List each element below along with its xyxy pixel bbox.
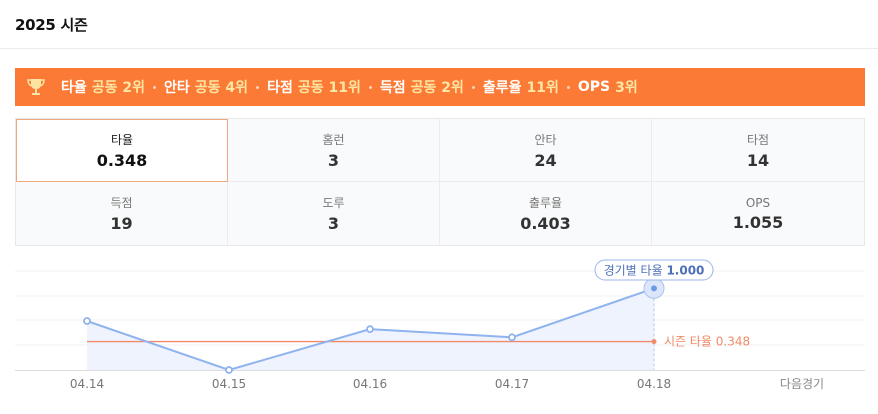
- x-tick-label: 04.16: [353, 377, 387, 391]
- stat-value: 0.348: [96, 151, 148, 170]
- rank-value: 공동 2위: [91, 80, 146, 96]
- section-header: 2025 시즌: [0, 0, 878, 49]
- data-point: [225, 366, 233, 374]
- tooltip-value: 1.000: [666, 264, 704, 278]
- series-area: [87, 288, 654, 370]
- stat-cell[interactable]: OPS 1.055: [652, 182, 864, 245]
- rank-banner: 타율 공동 2위 안타 공동 4위 타점 공동 11위 득점 공동 2위 출루율 11위 OPS 3위: [15, 68, 865, 106]
- stat-value: 1.055: [732, 212, 784, 232]
- stat-value: 3: [327, 214, 340, 233]
- rank-item: 출루율 11위: [483, 77, 559, 97]
- section-title: 2025 시즌: [15, 15, 88, 34]
- separator-dot: [153, 85, 157, 89]
- stat-cell[interactable]: 출루율 0.403: [440, 182, 652, 245]
- data-point: [83, 317, 91, 325]
- stat-grid: 타율 0.348 홈런 3 안타 24 타점 14 득점 19 도루 3 출루율 0.403 OPS 1.05…: [15, 118, 865, 246]
- stat-cell[interactable]: 타율 0.348: [16, 119, 228, 182]
- rank-item: 타점 공동 11위: [267, 77, 361, 97]
- separator-dot: [368, 85, 372, 89]
- season-average-label: 시즌 타율 0.348: [664, 335, 750, 349]
- stat-value: 14: [746, 150, 770, 170]
- stat-label: 안타: [534, 132, 557, 147]
- stat-cell[interactable]: 안타 24: [440, 119, 652, 182]
- tooltip-text: 경기별 타율 1.000: [604, 264, 705, 278]
- batting-average-chart: 시즌 타율 0.348 경기별 타율 1.000 04.14 04.15 04.16 04…: [15, 259, 865, 391]
- rank-value: 11위: [526, 80, 559, 96]
- stat-cell[interactable]: 도루 3: [228, 182, 440, 245]
- rank-label: 타율: [61, 80, 87, 96]
- tooltip-box: [594, 259, 714, 281]
- stat-label: 타점: [746, 132, 770, 147]
- stat-label: 도루: [322, 196, 345, 210]
- rank-item: 안타 공동 4위: [164, 77, 248, 97]
- x-tick-label: 04.18: [637, 377, 671, 391]
- rank-label: OPS: [577, 79, 611, 95]
- rank-label: 안타: [164, 80, 190, 96]
- rank-item: 득점 공동 2위: [380, 77, 464, 97]
- stat-label: OPS: [745, 195, 771, 210]
- stat-cell[interactable]: 득점 19: [16, 182, 228, 245]
- rank-value: 3위: [615, 80, 638, 96]
- rank-value: 공동 11위: [297, 80, 361, 96]
- stat-label: 출루율: [528, 196, 563, 210]
- separator-dot: [566, 85, 570, 89]
- x-tick-label: 04.17: [495, 377, 529, 391]
- tooltip-label: 경기별 타율: [604, 264, 667, 278]
- separator-dot: [471, 85, 475, 89]
- rank-item: 타율 공동 2위: [61, 77, 145, 97]
- trophy-icon: [25, 76, 47, 98]
- data-point: [651, 285, 657, 292]
- rank-label: 타점: [267, 80, 293, 96]
- stat-value: 3: [327, 150, 340, 170]
- stat-cell[interactable]: 타점 14: [652, 119, 864, 182]
- stat-label: 홈런: [322, 132, 345, 147]
- rank-label: 출루율: [482, 80, 522, 96]
- x-tick-label: 04.15: [212, 377, 246, 391]
- stat-label: 득점: [110, 196, 133, 210]
- rank-value: 공동 2위: [410, 80, 464, 96]
- stat-cell[interactable]: 홈런 3: [228, 119, 440, 182]
- rank-value: 공동 4위: [194, 80, 249, 96]
- rank-item: OPS 3위: [578, 77, 638, 97]
- stat-value: 24: [534, 150, 557, 170]
- stat-value: 19: [110, 214, 133, 233]
- next-game-label: 다음경기: [780, 377, 824, 391]
- data-point: [366, 325, 374, 334]
- stat-label: 타율: [110, 133, 134, 147]
- rank-list: 타율 공동 2위 안타 공동 4위 타점 공동 11위 득점 공동 2위 출루율 11위 OPS 3위: [61, 77, 638, 97]
- separator-dot: [256, 85, 260, 89]
- data-point: [508, 333, 516, 342]
- season-average-dot: [651, 339, 657, 345]
- stat-value: 0.403: [520, 214, 571, 233]
- rank-label: 득점: [379, 80, 406, 96]
- x-tick-label: 04.14: [70, 377, 104, 391]
